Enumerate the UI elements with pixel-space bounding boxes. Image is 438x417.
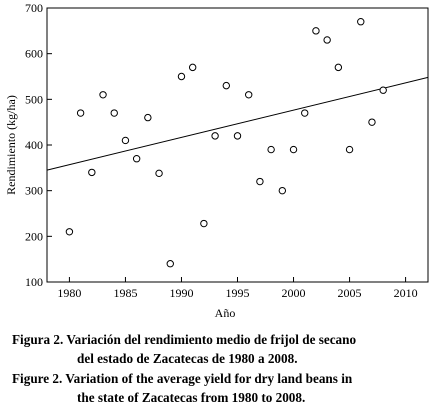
data-point (88, 168, 96, 177)
x-tick-label: 1995 (226, 286, 250, 300)
data-point (188, 63, 197, 72)
data-point (289, 145, 298, 154)
data-point (368, 118, 376, 126)
data-point (357, 18, 365, 26)
data-point (334, 63, 343, 72)
y-axis-title: Rendimiento (kg/ha) (4, 95, 18, 195)
trend-line (46, 76, 429, 171)
caption-en-line2: the state of Zacatecas from 1980 to 2008… (77, 390, 306, 405)
axis-ticks: 1980 1985 1990 1995 2000 2005 2010 100 200 300 400… (25, 1, 418, 300)
data-point (144, 113, 152, 122)
data-point (110, 109, 118, 117)
x-tick-label: 1985 (113, 286, 137, 300)
x-tick-label: 1990 (169, 286, 193, 300)
data-point (65, 228, 74, 236)
data-point (256, 177, 264, 186)
data-point (132, 155, 141, 163)
y-tick-label: 200 (25, 229, 43, 243)
data-point (267, 145, 275, 154)
data-point (121, 136, 130, 145)
caption-en-line1: Figure 2. Variation of the average yield… (12, 371, 353, 386)
data-point (166, 260, 174, 268)
data-point (211, 132, 219, 140)
y-tick-label: 500 (25, 92, 43, 106)
data-points (65, 18, 387, 268)
x-tick-label: 1980 (57, 286, 81, 300)
data-point (379, 86, 387, 94)
scatter-chart: 1980 1985 1990 1995 2000 2005 2010 100 200 300 400… (4, 1, 429, 320)
y-tick-label: 300 (25, 184, 43, 198)
caption-es-line2: del estado de Zacatecas de 1980 a 2008. (77, 351, 298, 366)
data-point (76, 109, 85, 117)
x-tick-label: 2010 (394, 286, 418, 300)
data-point (155, 169, 163, 178)
x-axis-title: Año (215, 306, 236, 320)
data-point (200, 219, 208, 228)
data-point (245, 91, 253, 99)
x-tick-label: 2000 (282, 286, 306, 300)
data-point (233, 132, 242, 140)
data-point (323, 36, 331, 44)
data-point (301, 109, 309, 117)
data-point (177, 72, 186, 81)
data-point (99, 91, 107, 99)
y-tick-label: 700 (25, 1, 43, 15)
x-tick-label: 2005 (338, 286, 362, 300)
y-tick-label: 100 (25, 275, 43, 289)
y-tick-label: 600 (25, 47, 43, 61)
data-point (345, 145, 354, 154)
data-point (278, 186, 287, 195)
y-tick-label: 400 (25, 138, 43, 152)
caption-es-line1: Figura 2. Variación del rendimiento medi… (12, 332, 357, 347)
data-point (222, 81, 230, 90)
data-point (312, 27, 320, 35)
